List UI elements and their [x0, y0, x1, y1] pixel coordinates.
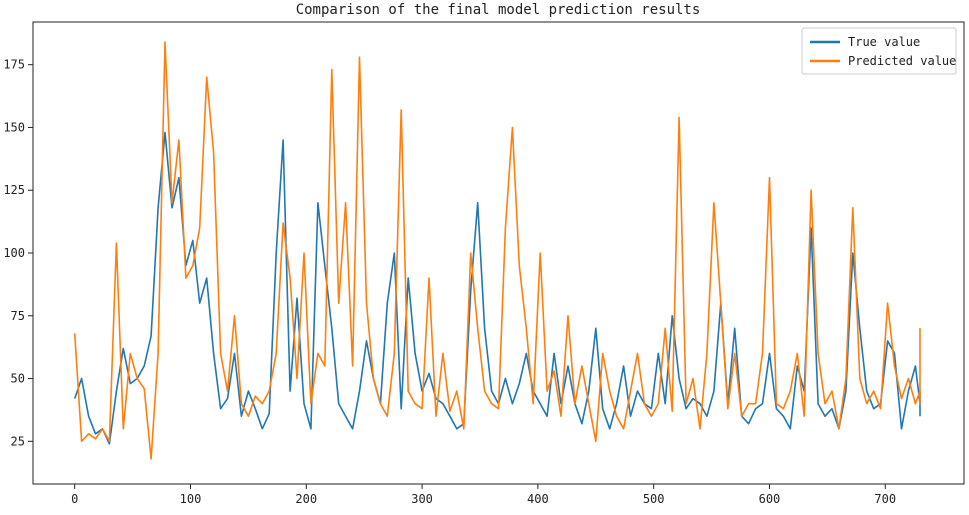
x-axis-ticks: 0 100 200 300 400 500 600 700 [71, 484, 896, 506]
x-tick-label: 0 [71, 492, 78, 506]
y-tick-label: 75 [11, 309, 25, 323]
x-tick-label: 700 [874, 492, 896, 506]
y-tick-label: 150 [3, 120, 25, 134]
legend-label-true-value: True value [848, 35, 920, 49]
y-tick-label: 125 [3, 183, 25, 197]
x-tick-label: 100 [180, 492, 202, 506]
x-tick-label: 500 [643, 492, 665, 506]
y-tick-label: 50 [11, 372, 25, 386]
x-tick-label: 200 [295, 492, 317, 506]
x-tick-label: 600 [759, 492, 781, 506]
y-tick-label: 175 [3, 58, 25, 72]
series-line-predicted-value [73, 41, 921, 460]
x-tick-label: 400 [527, 492, 549, 506]
legend: True value Predicted value [801, 27, 957, 75]
legend-label-predicted-value: Predicted value [848, 54, 956, 68]
y-axis-ticks: 25 50 75 100 125 150 175 [3, 58, 33, 448]
y-tick-label: 100 [3, 246, 25, 260]
series-layer [73, 41, 921, 460]
chart-title: Comparison of the final model prediction… [296, 2, 701, 18]
x-tick-label: 300 [411, 492, 433, 506]
y-tick-label: 25 [11, 434, 25, 448]
legend-box [801, 27, 957, 75]
